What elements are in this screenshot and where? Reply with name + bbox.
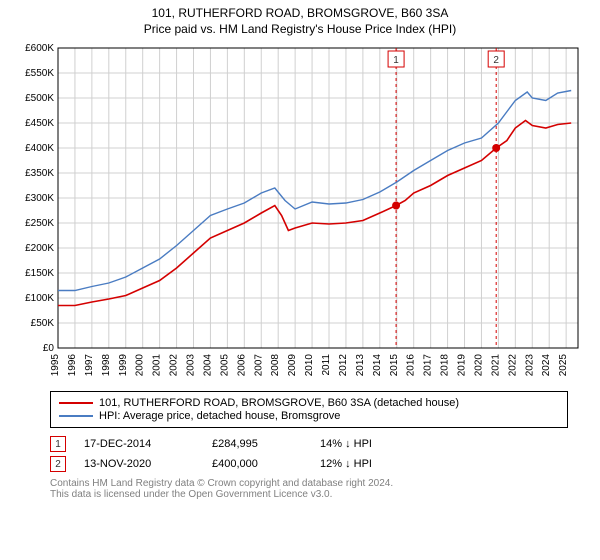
svg-text:1995: 1995 xyxy=(50,354,61,377)
svg-text:2003: 2003 xyxy=(186,354,197,377)
svg-text:2010: 2010 xyxy=(304,354,315,377)
svg-text:£550K: £550K xyxy=(25,68,54,79)
legend-swatch xyxy=(59,415,93,417)
svg-text:2009: 2009 xyxy=(287,354,298,377)
svg-text:2004: 2004 xyxy=(202,354,213,377)
svg-text:2001: 2001 xyxy=(152,354,163,377)
event-date: 13-NOV-2020 xyxy=(84,458,194,470)
event-badge: 2 xyxy=(50,456,66,472)
event-row: 1 17-DEC-2014 £284,995 14% ↓ HPI xyxy=(50,436,568,452)
svg-text:2025: 2025 xyxy=(558,354,569,377)
svg-text:£0: £0 xyxy=(43,343,55,354)
svg-text:2007: 2007 xyxy=(253,354,264,377)
svg-text:£300K: £300K xyxy=(25,193,54,204)
svg-text:2022: 2022 xyxy=(507,354,518,377)
chart-area: £0 £50K £100K £150K £200K £250K £300K £350K £400… xyxy=(10,42,590,385)
svg-text:£500K: £500K xyxy=(25,93,54,104)
legend: 101, RUTHERFORD ROAD, BROMSGROVE, B60 3S… xyxy=(50,391,568,428)
svg-text:2018: 2018 xyxy=(440,354,451,377)
svg-text:£350K: £350K xyxy=(25,168,54,179)
svg-text:2020: 2020 xyxy=(473,354,484,377)
svg-text:2021: 2021 xyxy=(490,354,501,377)
svg-text:2008: 2008 xyxy=(270,354,281,377)
svg-text:£100K: £100K xyxy=(25,293,54,304)
svg-text:1997: 1997 xyxy=(84,354,95,377)
line-chart-svg: £0 £50K £100K £150K £200K £250K £300K £350K £400… xyxy=(10,42,590,382)
svg-text:£50K: £50K xyxy=(31,318,55,329)
svg-text:1: 1 xyxy=(393,55,399,66)
svg-text:£400K: £400K xyxy=(25,143,54,154)
svg-text:2017: 2017 xyxy=(423,354,434,377)
svg-text:2012: 2012 xyxy=(338,354,349,377)
svg-text:£450K: £450K xyxy=(25,118,54,129)
svg-text:£600K: £600K xyxy=(25,43,54,54)
event-badge: 1 xyxy=(50,436,66,452)
legend-label: 101, RUTHERFORD ROAD, BROMSGROVE, B60 3S… xyxy=(99,397,459,409)
legend-item: 101, RUTHERFORD ROAD, BROMSGROVE, B60 3S… xyxy=(59,397,559,409)
svg-text:2014: 2014 xyxy=(372,354,383,377)
legend-item: HPI: Average price, detached house, Brom… xyxy=(59,410,559,422)
svg-text:2019: 2019 xyxy=(457,354,468,377)
attribution-line: Contains HM Land Registry data © Crown c… xyxy=(50,478,568,489)
event-date: 17-DEC-2014 xyxy=(84,438,194,450)
event-row: 2 13-NOV-2020 £400,000 12% ↓ HPI xyxy=(50,456,568,472)
svg-text:2: 2 xyxy=(493,55,499,66)
svg-text:£150K: £150K xyxy=(25,268,54,279)
legend-label: HPI: Average price, detached house, Brom… xyxy=(99,410,340,422)
chart-subtitle: Price paid vs. HM Land Registry's House … xyxy=(8,22,592,36)
svg-text:2024: 2024 xyxy=(541,354,552,377)
legend-swatch xyxy=(59,402,93,404)
svg-text:2023: 2023 xyxy=(524,354,535,377)
svg-text:2011: 2011 xyxy=(321,354,332,376)
svg-text:£250K: £250K xyxy=(25,218,54,229)
event-delta: 12% ↓ HPI xyxy=(320,458,430,470)
event-price: £284,995 xyxy=(212,438,302,450)
svg-text:2015: 2015 xyxy=(389,354,400,377)
attribution: Contains HM Land Registry data © Crown c… xyxy=(50,478,568,500)
svg-text:1998: 1998 xyxy=(101,354,112,377)
event-price: £400,000 xyxy=(212,458,302,470)
chart-title: 101, RUTHERFORD ROAD, BROMSGROVE, B60 3S… xyxy=(8,6,592,20)
svg-text:2016: 2016 xyxy=(406,354,417,377)
svg-text:£200K: £200K xyxy=(25,243,54,254)
event-table: 1 17-DEC-2014 £284,995 14% ↓ HPI 2 13-NO… xyxy=(50,436,568,472)
event-delta: 14% ↓ HPI xyxy=(320,438,430,450)
svg-text:2006: 2006 xyxy=(236,354,247,377)
svg-text:2013: 2013 xyxy=(355,354,366,377)
svg-text:1996: 1996 xyxy=(67,354,78,377)
svg-text:1999: 1999 xyxy=(118,354,129,377)
title-block: 101, RUTHERFORD ROAD, BROMSGROVE, B60 3S… xyxy=(0,0,600,38)
attribution-line: This data is licensed under the Open Gov… xyxy=(50,489,568,500)
svg-text:2002: 2002 xyxy=(169,354,180,377)
svg-text:2000: 2000 xyxy=(135,354,146,377)
svg-text:2005: 2005 xyxy=(219,354,230,377)
